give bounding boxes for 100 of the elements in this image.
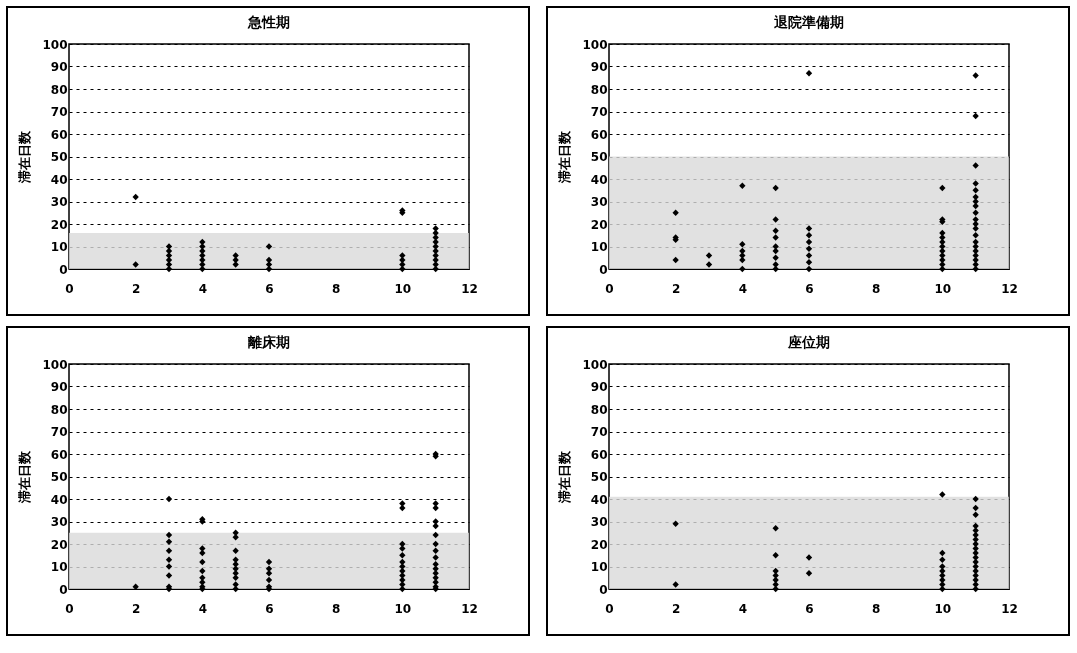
y-tick-label: 60: [50, 127, 68, 142]
point: [199, 238, 206, 246]
point: [939, 491, 946, 498]
y-tick-label: 30: [590, 195, 608, 209]
x-tick-label: 12: [1001, 281, 1018, 296]
point: [165, 243, 173, 250]
y-tick-label: 70: [590, 425, 608, 439]
y-tick-label: 30: [50, 195, 68, 209]
y-tick-label: 60: [590, 127, 608, 142]
x-tick-label: 2: [131, 601, 141, 616]
y-tick-label: 100: [582, 357, 608, 372]
y-axis-title: 滞在日数: [557, 130, 573, 184]
y-tick-label: 60: [590, 447, 608, 462]
point: [132, 261, 139, 268]
x-tick-label: 2: [671, 601, 681, 616]
point: [972, 511, 979, 518]
y-tick-label: 40: [50, 172, 68, 187]
x-tick-label: 12: [1001, 601, 1018, 616]
y-tick-label: 0: [59, 262, 68, 277]
x-tick-label: 8: [871, 281, 881, 296]
y-tick-label: 80: [50, 82, 68, 97]
x-tick-label: 12: [461, 601, 478, 616]
y-axis-title: 滞在日数: [17, 450, 33, 504]
point: [265, 265, 273, 273]
y-tick-label: 90: [50, 380, 68, 394]
y-tick-label: 0: [599, 582, 608, 597]
point: [399, 252, 406, 259]
x-tick-label: 4: [198, 281, 208, 296]
y-tick-label: 90: [590, 60, 608, 74]
y-tick-label: 70: [50, 105, 68, 119]
x-tick-label: 2: [671, 281, 681, 296]
point: [972, 585, 979, 593]
x-tick-label: 10: [934, 601, 952, 616]
y-tick-label: 90: [590, 380, 608, 394]
x-tick-label: 4: [738, 601, 748, 616]
point: [972, 545, 979, 552]
point: [805, 554, 813, 561]
y-tick-label: 80: [590, 82, 608, 97]
point: [939, 549, 946, 557]
x-tick-label: 8: [331, 281, 341, 296]
point: [432, 261, 439, 268]
point: [972, 554, 979, 561]
x-tick-label: 6: [805, 601, 814, 616]
y-tick-label: 100: [42, 357, 68, 372]
x-tick-label: 4: [198, 601, 208, 616]
point: [772, 581, 779, 588]
x-tick-label: 10: [394, 601, 412, 616]
x-tick-label: 6: [805, 281, 814, 296]
y-axis-title: 滞在日数: [17, 130, 33, 184]
y-tick-label: 80: [590, 402, 608, 417]
point: [972, 563, 979, 570]
x-tick-label: 6: [265, 281, 274, 296]
point: [265, 256, 273, 264]
y-tick-label: 10: [50, 560, 68, 574]
point: [972, 504, 979, 512]
chart-title: 座位期: [787, 334, 830, 350]
y-tick-label: 20: [590, 537, 608, 552]
y-tick-label: 70: [590, 105, 608, 119]
y-tick-label: 10: [50, 240, 68, 254]
y-tick-label: 50: [590, 150, 608, 164]
point: [232, 261, 239, 268]
point: [972, 495, 979, 503]
point: [772, 552, 779, 559]
x-tick-label: 8: [871, 601, 881, 616]
y-axis-title: 滞在日数: [557, 450, 573, 504]
point: [265, 243, 273, 250]
y-tick-label: 50: [590, 470, 608, 484]
y-tick-label: 30: [590, 515, 608, 529]
point: [939, 556, 946, 563]
point: [772, 525, 779, 532]
point: [432, 225, 439, 232]
y-tick-label: 40: [590, 492, 608, 507]
point: [165, 247, 173, 255]
chart-title: 退院準備期: [773, 14, 844, 30]
point: [132, 193, 139, 201]
point: [972, 581, 979, 588]
point: [805, 570, 813, 577]
y-tick-label: 20: [50, 537, 68, 552]
point: [972, 527, 979, 534]
y-tick-label: 100: [42, 37, 68, 52]
y-tick-label: 40: [50, 492, 68, 507]
x-tick-label: 10: [394, 281, 412, 296]
point: [672, 520, 679, 527]
y-tick-label: 0: [599, 262, 608, 277]
x-tick-label: 4: [738, 281, 748, 296]
y-tick-label: 70: [50, 425, 68, 439]
point: [939, 585, 946, 593]
y-tick-label: 10: [590, 240, 608, 254]
y-tick-label: 30: [50, 515, 68, 529]
point: [972, 536, 979, 543]
y-tick-label: 50: [50, 150, 68, 164]
point: [165, 256, 173, 264]
point: [232, 252, 239, 259]
y-tick-label: 0: [59, 582, 68, 597]
y-tick-label: 100: [582, 37, 608, 52]
x-tick-label: 6: [265, 601, 274, 616]
y-tick-label: 90: [50, 60, 68, 74]
y-tick-label: 20: [590, 217, 608, 232]
chart-title: 急性期: [247, 14, 290, 30]
y-tick-label: 50: [50, 470, 68, 484]
